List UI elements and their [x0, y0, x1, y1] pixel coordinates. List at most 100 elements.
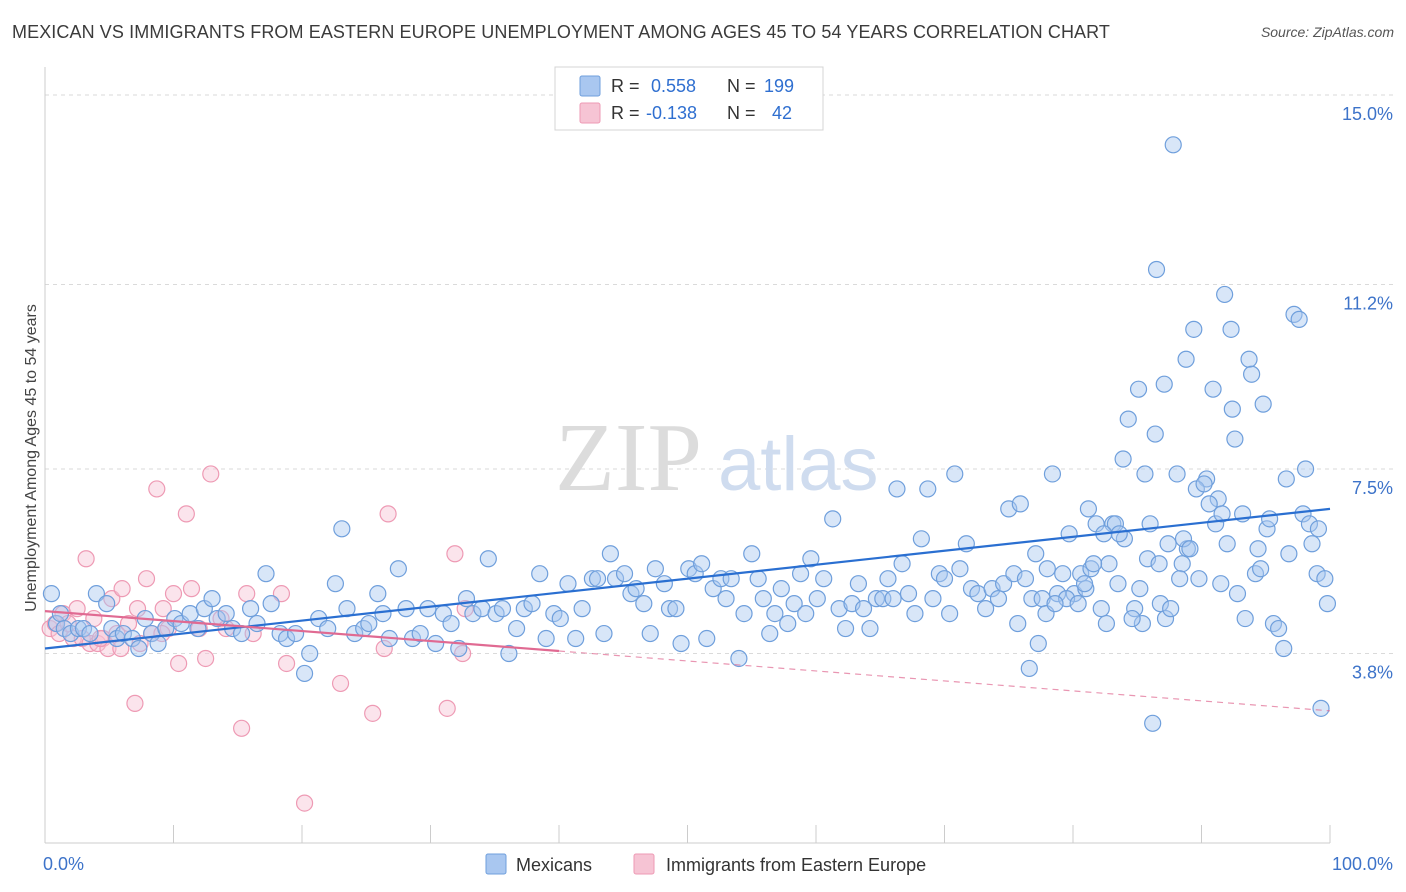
mexicans-point [42, 585, 61, 603]
mexicans-point [1133, 614, 1151, 633]
mexicans-point [924, 590, 942, 608]
mexicans-point [1155, 375, 1173, 393]
eastern-europe-point [375, 639, 393, 658]
mexicans-point [1296, 460, 1315, 478]
mexicans-point [1123, 609, 1141, 628]
mexicans-point [1195, 475, 1213, 493]
mexicans-point [995, 575, 1013, 593]
eastern-europe-point [197, 649, 215, 668]
mexicans-point [1136, 465, 1154, 483]
mexicans-point [242, 600, 260, 618]
mexicans-trend-line [44, 507, 1331, 650]
mexicans-point [130, 639, 148, 658]
mexicans-point [1200, 495, 1218, 513]
mexicans-point [1054, 565, 1072, 583]
mexicans-point [333, 520, 351, 538]
stats-n-label-2: N = [727, 103, 756, 123]
mexicans-point [941, 604, 959, 623]
mexicans-point [1218, 535, 1236, 553]
mexicans-point [772, 580, 790, 598]
mexicans-point [735, 604, 753, 623]
mexicans-point [884, 590, 902, 608]
mexicans-point [1046, 595, 1064, 613]
mexicans-point [946, 465, 964, 483]
chart-title: MEXICAN VS IMMIGRANTS FROM EASTERN EUROP… [12, 22, 1111, 42]
mexicans-point [1254, 395, 1272, 413]
mexicans-point [1318, 595, 1337, 613]
legend-mexicans-icon [485, 853, 507, 875]
mexicans-point [951, 560, 969, 578]
mexicans-point [1277, 470, 1295, 488]
mexicans-swatch-icon [579, 75, 601, 97]
mexicans-point [573, 600, 591, 618]
mexicans-point [824, 510, 842, 528]
mexicans-point [743, 545, 761, 563]
mexicans-point [301, 644, 319, 663]
mexicans-point [802, 550, 820, 568]
mexicans-point [493, 600, 512, 618]
mexicans-point [601, 545, 620, 563]
mexicans-point [1131, 580, 1149, 598]
mexicans-point [1038, 560, 1056, 578]
eastern-europe-point [364, 704, 382, 722]
mexicans-point [1171, 570, 1189, 588]
eastern-europe-trend-extension [558, 650, 1331, 712]
mexicans-point [1146, 425, 1164, 443]
mexicans-point [785, 595, 803, 613]
mexicans-point [849, 575, 868, 593]
watermark: ZIP atlas [555, 404, 879, 512]
mexicans-point [1082, 560, 1100, 578]
stats-r-label-2: R = [611, 103, 640, 123]
mexicans-point [1258, 520, 1276, 538]
mexicans-point [1181, 540, 1199, 558]
mexicans-point [208, 609, 226, 628]
mexicans-point [830, 600, 848, 618]
mexicans-point [1110, 525, 1128, 543]
mexicans-point [262, 595, 280, 613]
mexicans-point [464, 604, 482, 623]
mexicans-point [1109, 575, 1127, 593]
y-axis-label: Unemployment Among Ages 45 to 54 years [23, 304, 40, 612]
eastern-europe-swatch-icon [579, 102, 601, 124]
legend-eastern-europe-icon [633, 853, 655, 875]
mexicans-point [861, 619, 879, 638]
mexicans-point [1243, 365, 1261, 383]
mexicans-point [286, 624, 305, 643]
mexicans-point [1162, 600, 1180, 618]
mexicans-point [1084, 555, 1103, 573]
mexicans-point [588, 570, 607, 588]
mexicans-point [1252, 560, 1270, 578]
mexicans-point [217, 604, 235, 623]
mexicans-point [419, 600, 437, 618]
stats-n-value-2: 42 [772, 103, 792, 123]
mexicans-point [1269, 619, 1288, 638]
mexicans-point [1261, 510, 1279, 528]
mexicans-point [667, 600, 685, 618]
mexicans-point [1020, 659, 1038, 678]
mexicans-point [1213, 505, 1231, 523]
mexicans-point [1092, 600, 1110, 618]
mexicans-point [1009, 614, 1027, 633]
mexicans-point [879, 570, 897, 588]
mexicans-point [836, 619, 855, 638]
mexicans-point [749, 570, 767, 588]
mexicans-point [1174, 530, 1193, 548]
y-tick-label: 15.0% [1342, 104, 1393, 124]
mexicans-point [1159, 535, 1177, 553]
eastern-europe-point [238, 585, 256, 603]
y-tick-label: 11.2% [1343, 293, 1393, 313]
mexicans-point [655, 575, 673, 593]
mexicans-point [1173, 555, 1191, 573]
mexicans-point [989, 590, 1008, 608]
eastern-europe-point [202, 465, 220, 483]
eastern-europe-point [77, 550, 95, 568]
eastern-europe-point [170, 654, 188, 673]
eastern-europe-point [113, 580, 131, 598]
mexicans-point [930, 565, 948, 583]
mexicans-point [1316, 570, 1334, 588]
mexicans-point [1216, 285, 1234, 304]
mexicans-point [779, 614, 797, 633]
mexicans-point [1069, 595, 1087, 613]
mexicans-point [797, 604, 815, 623]
